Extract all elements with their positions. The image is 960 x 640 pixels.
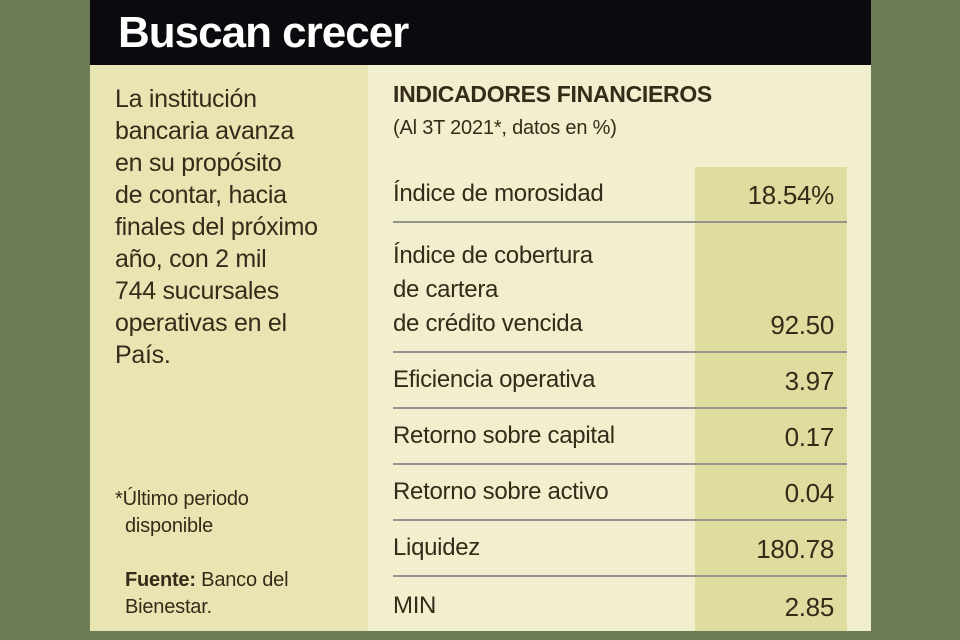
intro-text: La institución bancaria avanza en su pro… (115, 85, 318, 369)
indicator-label: Índice de morosidad (393, 180, 604, 207)
footnote-asterisk: *Último periodo disponible (115, 488, 249, 537)
table-row: Índice de morosidad 18.54% (393, 167, 847, 223)
footnote-source: Fuente: Banco del Bienestar. (125, 569, 289, 618)
indicator-label: MIN (393, 592, 437, 619)
indicator-value: 92.50 (770, 310, 834, 340)
indicator-value: 0.04 (784, 478, 835, 508)
indicator-label: Liquidez (393, 534, 481, 561)
indicators-subtitle: (Al 3T 2021*, datos en %) (393, 117, 617, 139)
indicator-value: 3.97 (784, 366, 835, 396)
table-row: Eficiencia operativa 3.97 (393, 353, 847, 409)
indicator-label: Eficiencia operativa (393, 366, 596, 393)
indicator-value: 18.54% (747, 180, 835, 210)
table-row: Retorno sobre activo 0.04 (393, 465, 847, 521)
indicator-value: 0.17 (784, 422, 835, 452)
indicator-value: 2.85 (784, 592, 835, 622)
title-bar: Buscan crecer (90, 0, 871, 65)
table-row: Retorno sobre capital 0.17 (393, 409, 847, 465)
indicator-value: 180.78 (756, 534, 834, 564)
source-label: Fuente: (125, 569, 196, 591)
page-title: Buscan crecer (118, 7, 409, 57)
table-row: Índice de cobertura de cartera de crédit… (393, 223, 847, 353)
indicator-label: Retorno sobre activo (393, 478, 609, 505)
indicators-title: INDICADORES FINANCIEROS (393, 81, 712, 107)
indicator-label: Índice de cobertura de cartera de crédit… (393, 242, 593, 337)
table-row: Liquidez 180.78 (393, 521, 847, 577)
indicators-table: Índice de morosidad 18.54% Índice de cob… (393, 167, 847, 631)
footnote: *Último periodo disponible Fuente: Banco… (115, 459, 356, 621)
intro-panel: La institución bancaria avanza en su pro… (90, 65, 368, 631)
indicators-panel: INDICADORES FINANCIEROS (Al 3T 2021*, da… (368, 65, 871, 631)
table-row: MIN 2.85 (393, 577, 847, 633)
value-column-highlight (695, 167, 847, 631)
source-text: Banco del Bienestar. (125, 569, 289, 618)
indicator-label: Retorno sobre capital (393, 422, 615, 449)
